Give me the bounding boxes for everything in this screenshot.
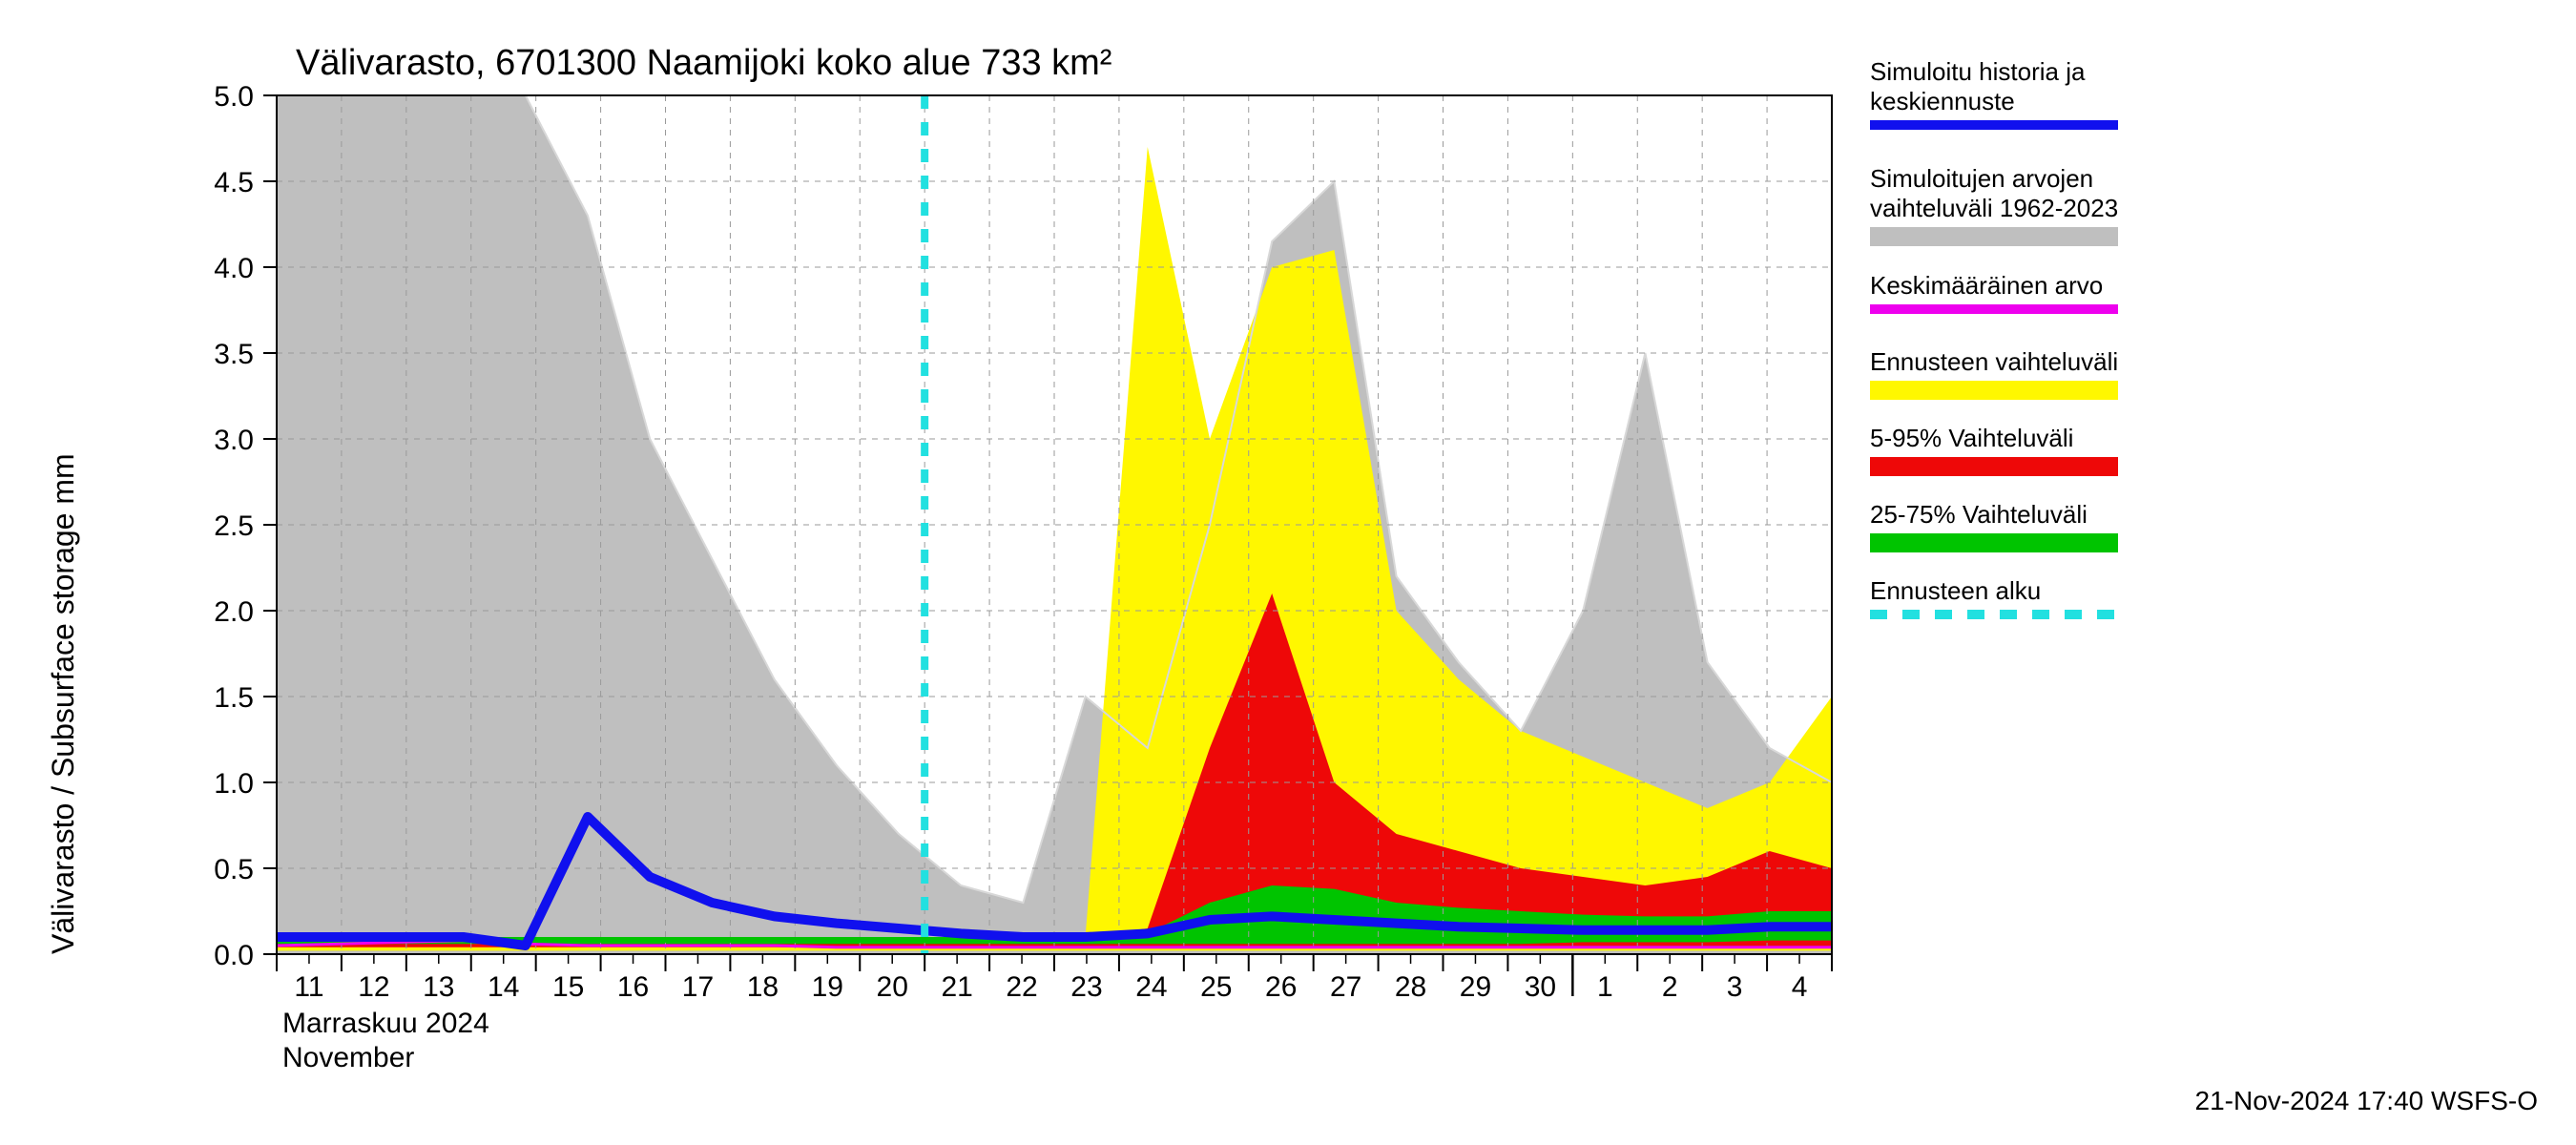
legend-label: Simuloitu historia ja [1870, 57, 2118, 87]
legend-swatch [1870, 304, 2118, 314]
legend-item: Simuloitu historia jakeskiennuste [1870, 57, 2118, 130]
y-tick-label: 0.0 [214, 940, 254, 971]
x-tick-label: 15 [552, 971, 584, 1003]
y-tick-label: 2.0 [214, 596, 254, 628]
x-tick-label: 1 [1597, 971, 1613, 1003]
y-axis-label: Välivarasto / Subsurface storage mm [46, 453, 81, 954]
legend-swatch [1870, 533, 2118, 552]
x-tick-label: 16 [617, 971, 649, 1003]
x-tick-label: 30 [1525, 971, 1556, 1003]
x-tick-label: 24 [1135, 971, 1167, 1003]
legend-item: Ennusteen alku [1870, 576, 2118, 619]
y-tick-label: 3.0 [214, 425, 254, 456]
legend-item: Keskimääräinen arvo [1870, 271, 2118, 314]
legend-label: Ennusteen alku [1870, 576, 2118, 606]
x-tick-label: 26 [1265, 971, 1297, 1003]
y-tick-label: 4.0 [214, 253, 254, 284]
x-tick-label: 21 [941, 971, 972, 1003]
legend-swatch [1870, 227, 2118, 246]
legend-item: 5-95% Vaihteluväli [1870, 424, 2118, 476]
legend-swatch [1870, 610, 2118, 619]
legend-item: Ennusteen vaihteluväli [1870, 347, 2118, 400]
x-tick-label: 19 [812, 971, 843, 1003]
y-tick-label: 1.0 [214, 768, 254, 800]
x-tick-label: 23 [1070, 971, 1102, 1003]
x-tick-label: 28 [1395, 971, 1426, 1003]
month-label-en: November [282, 1042, 414, 1073]
legend-item: 25-75% Vaihteluväli [1870, 500, 2118, 552]
x-tick-label: 22 [1006, 971, 1037, 1003]
legend-label: Simuloitujen arvojen [1870, 164, 2118, 194]
legend-label: keskiennuste [1870, 87, 2118, 116]
legend-swatch [1870, 457, 2118, 476]
legend-swatch [1870, 120, 2118, 130]
x-tick-label: 25 [1200, 971, 1232, 1003]
x-tick-label: 2 [1662, 971, 1678, 1003]
y-tick-label: 5.0 [214, 81, 254, 113]
chart-title: Välivarasto, 6701300 Naamijoki koko alue… [296, 43, 1111, 83]
x-tick-label: 12 [358, 971, 389, 1003]
x-tick-label: 4 [1792, 971, 1808, 1003]
y-tick-label: 2.5 [214, 510, 254, 542]
x-tick-label: 17 [682, 971, 714, 1003]
legend-label: vaihteluväli 1962-2023 [1870, 194, 2118, 223]
legend-label: 25-75% Vaihteluväli [1870, 500, 2118, 530]
legend-label: Ennusteen vaihteluväli [1870, 347, 2118, 377]
legend-label: Keskimääräinen arvo [1870, 271, 2118, 301]
chart-svg: 0.00.51.01.52.02.53.03.54.04.55.01112131… [0, 0, 2576, 1145]
x-tick-label: 18 [747, 971, 779, 1003]
x-tick-label: 29 [1460, 971, 1491, 1003]
y-tick-label: 4.5 [214, 167, 254, 198]
x-tick-label: 14 [488, 971, 519, 1003]
x-tick-label: 3 [1727, 971, 1743, 1003]
month-label-fi: Marraskuu 2024 [282, 1008, 489, 1039]
y-tick-label: 3.5 [214, 339, 254, 370]
x-tick-label: 11 [294, 971, 323, 1003]
x-tick-label: 13 [423, 971, 454, 1003]
y-tick-label: 1.5 [214, 682, 254, 714]
legend-item: Simuloitujen arvojenvaihteluväli 1962-20… [1870, 164, 2118, 246]
chart-container: 0.00.51.01.52.02.53.03.54.04.55.01112131… [0, 0, 2576, 1145]
legend-swatch [1870, 381, 2118, 400]
legend-label: 5-95% Vaihteluväli [1870, 424, 2118, 453]
x-tick-label: 20 [877, 971, 908, 1003]
timestamp: 21-Nov-2024 17:40 WSFS-O [2195, 1086, 2539, 1116]
x-tick-label: 27 [1330, 971, 1361, 1003]
y-tick-label: 0.5 [214, 854, 254, 885]
